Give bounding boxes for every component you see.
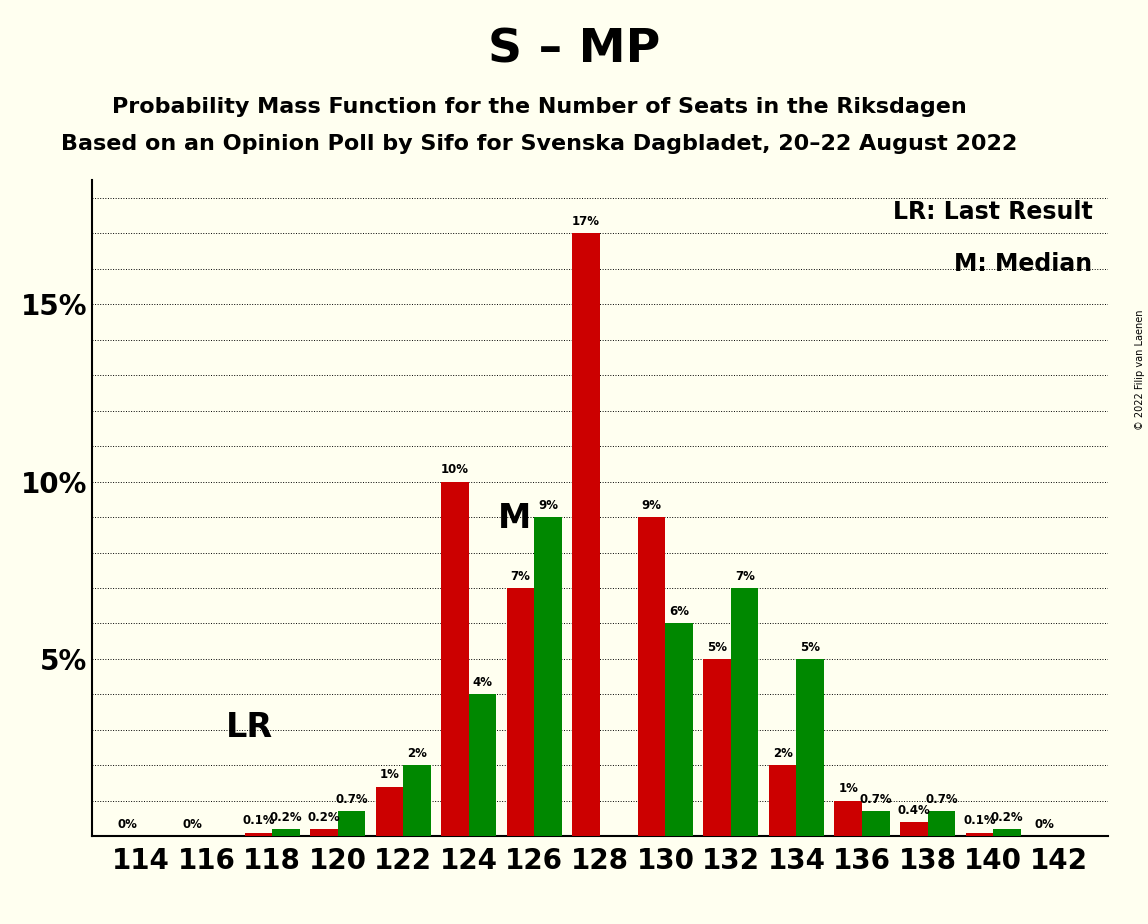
Bar [835,801,862,836]
Text: Probability Mass Function for the Number of Seats in the Riksdagen: Probability Mass Function for the Number… [113,97,967,117]
Text: LR: Last Result: LR: Last Result [893,200,1093,224]
Bar [573,234,599,836]
Text: 1%: 1% [380,768,400,782]
Text: 9%: 9% [538,499,558,512]
Bar [272,829,300,836]
Text: 5%: 5% [800,640,820,653]
Text: 0.2%: 0.2% [991,810,1023,824]
Text: 0%: 0% [1035,818,1055,831]
Bar [965,833,993,836]
Bar [928,811,955,836]
Bar [797,659,824,836]
Text: 7%: 7% [511,570,530,583]
Text: 0.1%: 0.1% [242,814,274,827]
Text: 17%: 17% [572,215,600,228]
Bar [704,659,731,836]
Text: 0.2%: 0.2% [270,810,302,824]
Bar [338,811,365,836]
Text: 9%: 9% [642,499,661,512]
Text: 2%: 2% [408,747,427,760]
Text: © 2022 Filip van Laenen: © 2022 Filip van Laenen [1135,310,1145,430]
Bar [638,517,666,836]
Text: 0.1%: 0.1% [963,814,995,827]
Text: 4%: 4% [473,676,492,689]
Text: LR: LR [225,711,273,744]
Bar [862,811,890,836]
Bar [534,517,561,836]
Bar [666,624,693,836]
Bar [993,829,1021,836]
Text: 2%: 2% [773,747,792,760]
Text: 10%: 10% [441,463,470,476]
Text: 0%: 0% [183,818,203,831]
Bar [900,822,928,836]
Bar [375,786,403,836]
Text: 0.2%: 0.2% [308,810,340,824]
Text: S – MP: S – MP [488,28,660,73]
Bar [441,481,468,836]
Text: 0%: 0% [117,818,137,831]
Text: 1%: 1% [838,783,859,796]
Bar [769,765,797,836]
Text: M: Median: M: Median [954,252,1093,276]
Text: 7%: 7% [735,570,754,583]
Text: 0.4%: 0.4% [898,804,930,817]
Text: 0.7%: 0.7% [925,793,957,806]
Bar [245,833,272,836]
Text: 0.7%: 0.7% [335,793,367,806]
Text: 0.7%: 0.7% [860,793,892,806]
Bar [506,588,534,836]
Text: 5%: 5% [707,640,727,653]
Bar [731,588,759,836]
Text: M: M [498,502,532,535]
Bar [310,829,338,836]
Text: Based on an Opinion Poll by Sifo for Svenska Dagbladet, 20–22 August 2022: Based on an Opinion Poll by Sifo for Sve… [62,134,1017,154]
Bar [403,765,430,836]
Bar [468,694,496,836]
Text: 6%: 6% [669,605,689,618]
